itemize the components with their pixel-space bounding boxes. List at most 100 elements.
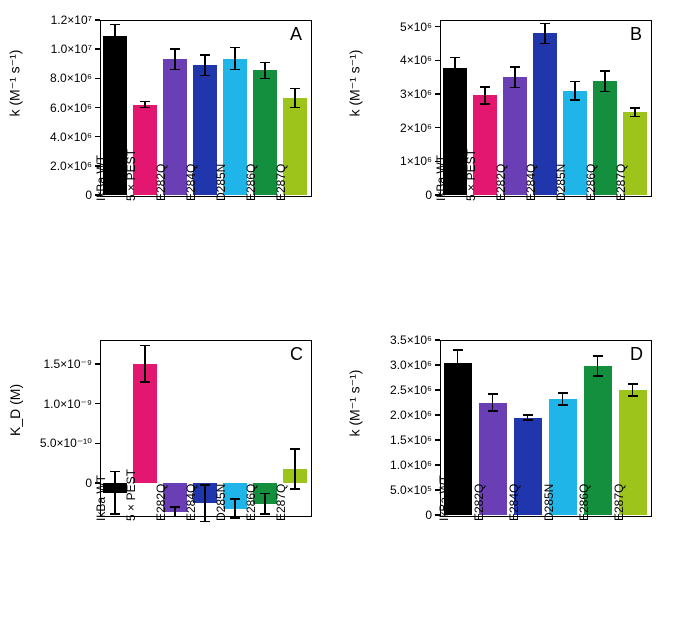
errorbar-stem [204,55,206,75]
errorbar-stem [174,49,176,69]
errorbar-stem [264,494,266,515]
ytick-mark [435,127,440,129]
xtick-label-A-3: E284Q [184,164,198,201]
errorbar-cap [628,395,638,397]
ytick-mark [435,60,440,62]
xtick-label-D-0: IkBa WT [437,475,451,521]
xtick-label-A-4: D285N [214,164,228,201]
xtick-label-C-6: E287Q [274,484,288,521]
errorbar-stem [604,71,606,91]
errorbar-cap [170,516,180,518]
ytick-mark [95,403,100,405]
ytick-label: 3×10⁶ [368,87,432,101]
ytick-label: 5.0×10⁻¹⁰ [28,436,92,450]
ytick-label: 6.0×10⁶ [28,101,92,115]
errorbar-stem [492,394,494,411]
panel-letter-A: A [290,24,302,45]
errorbar-cap [200,521,210,523]
xtick-label-C-5: E286Q [244,484,258,521]
errorbar-stem [294,449,296,489]
ytick-label: 1.0×10⁻⁹ [28,397,92,411]
ytick-mark [435,93,440,95]
errorbar-cap [480,86,490,88]
ytick-label: 1×10⁶ [368,154,432,168]
ytick-label: 2.5×10⁶ [368,383,432,397]
ylabel-B: k (M⁻¹ s⁻¹) [347,96,364,116]
errorbar-stem [204,485,206,522]
errorbar-cap [593,375,603,377]
errorbar-cap [558,404,568,406]
errorbar-cap [630,116,640,118]
errorbar-stem [144,346,146,383]
errorbar-stem [514,67,516,87]
errorbar-cap [510,87,520,89]
ytick-mark [95,48,100,50]
errorbar-cap [290,448,300,450]
errorbar-cap [110,46,120,48]
errorbar-cap [453,374,463,376]
xtick-label-B-2: E282Q [494,164,508,201]
errorbar-cap [230,47,240,49]
ytick-label: 5×10⁶ [368,20,432,34]
errorbar-cap [290,88,300,90]
ytick-label: 1.0×10⁶ [368,458,432,472]
ylabel-C: K_D (M) [7,416,23,436]
ytick-mark [95,107,100,109]
errorbar-cap [140,101,150,103]
xtick-label-B-1: 5×PEST [464,149,478,201]
xtick-label-B-0: IkBa WT [434,155,448,201]
xtick-label-D-3: D285N [542,484,556,521]
errorbar-cap [540,43,550,45]
errorbar-cap [480,103,490,105]
errorbar-stem [574,81,576,100]
ytick-mark [435,389,440,391]
errorbar-cap [140,107,150,109]
errorbar-cap [540,23,550,25]
ytick-label: 0 [368,188,432,202]
ytick-mark [95,136,100,138]
errorbar-cap [260,78,270,80]
xtick-label-C-0: IkBa WT [94,475,108,521]
ytick-label: 4×10⁶ [368,53,432,67]
ytick-label: 4.0×10⁶ [28,130,92,144]
xtick-label-C-3: E284Q [184,484,198,521]
errorbar-cap [593,355,603,357]
ytick-label: 0 [28,476,92,490]
xtick-label-B-4: D285N [554,164,568,201]
errorbar-cap [260,62,270,64]
ytick-mark [95,363,100,365]
errorbar-cap [140,381,150,383]
ytick-mark [435,439,440,441]
ytick-mark [95,443,100,445]
ytick-mark [435,339,440,341]
xtick-label-B-5: E286Q [584,164,598,201]
xtick-label-A-2: E282Q [154,164,168,201]
errorbar-cap [230,517,240,519]
errorbar-cap [170,69,180,71]
errorbar-cap [523,414,533,416]
ytick-mark [435,464,440,466]
ytick-label: 2.0×10⁶ [368,408,432,422]
errorbar-cap [600,91,610,93]
errorbar-stem [234,48,236,70]
ytick-label: 0 [28,188,92,202]
errorbar-stem [234,499,236,518]
xtick-label-D-4: E286Q [577,484,591,521]
errorbar-cap [453,349,463,351]
errorbar-cap [260,493,270,495]
ytick-mark [435,364,440,366]
panel-letter-D: D [630,344,643,365]
errorbar-stem [632,384,634,396]
xtick-label-D-5: E287Q [612,484,626,521]
panel-letter-B: B [630,24,642,45]
ytick-label: 1.5×10⁶ [368,433,432,447]
errorbar-cap [110,24,120,26]
xtick-label-A-6: E287Q [274,164,288,201]
ytick-mark [95,19,100,21]
xtick-label-C-1: 5×PEST [124,469,138,521]
xtick-label-D-1: E282Q [472,484,486,521]
errorbar-cap [200,54,210,56]
errorbar-stem [544,23,546,43]
errorbar-cap [600,70,610,72]
ytick-label: 3.5×10⁶ [368,333,432,347]
